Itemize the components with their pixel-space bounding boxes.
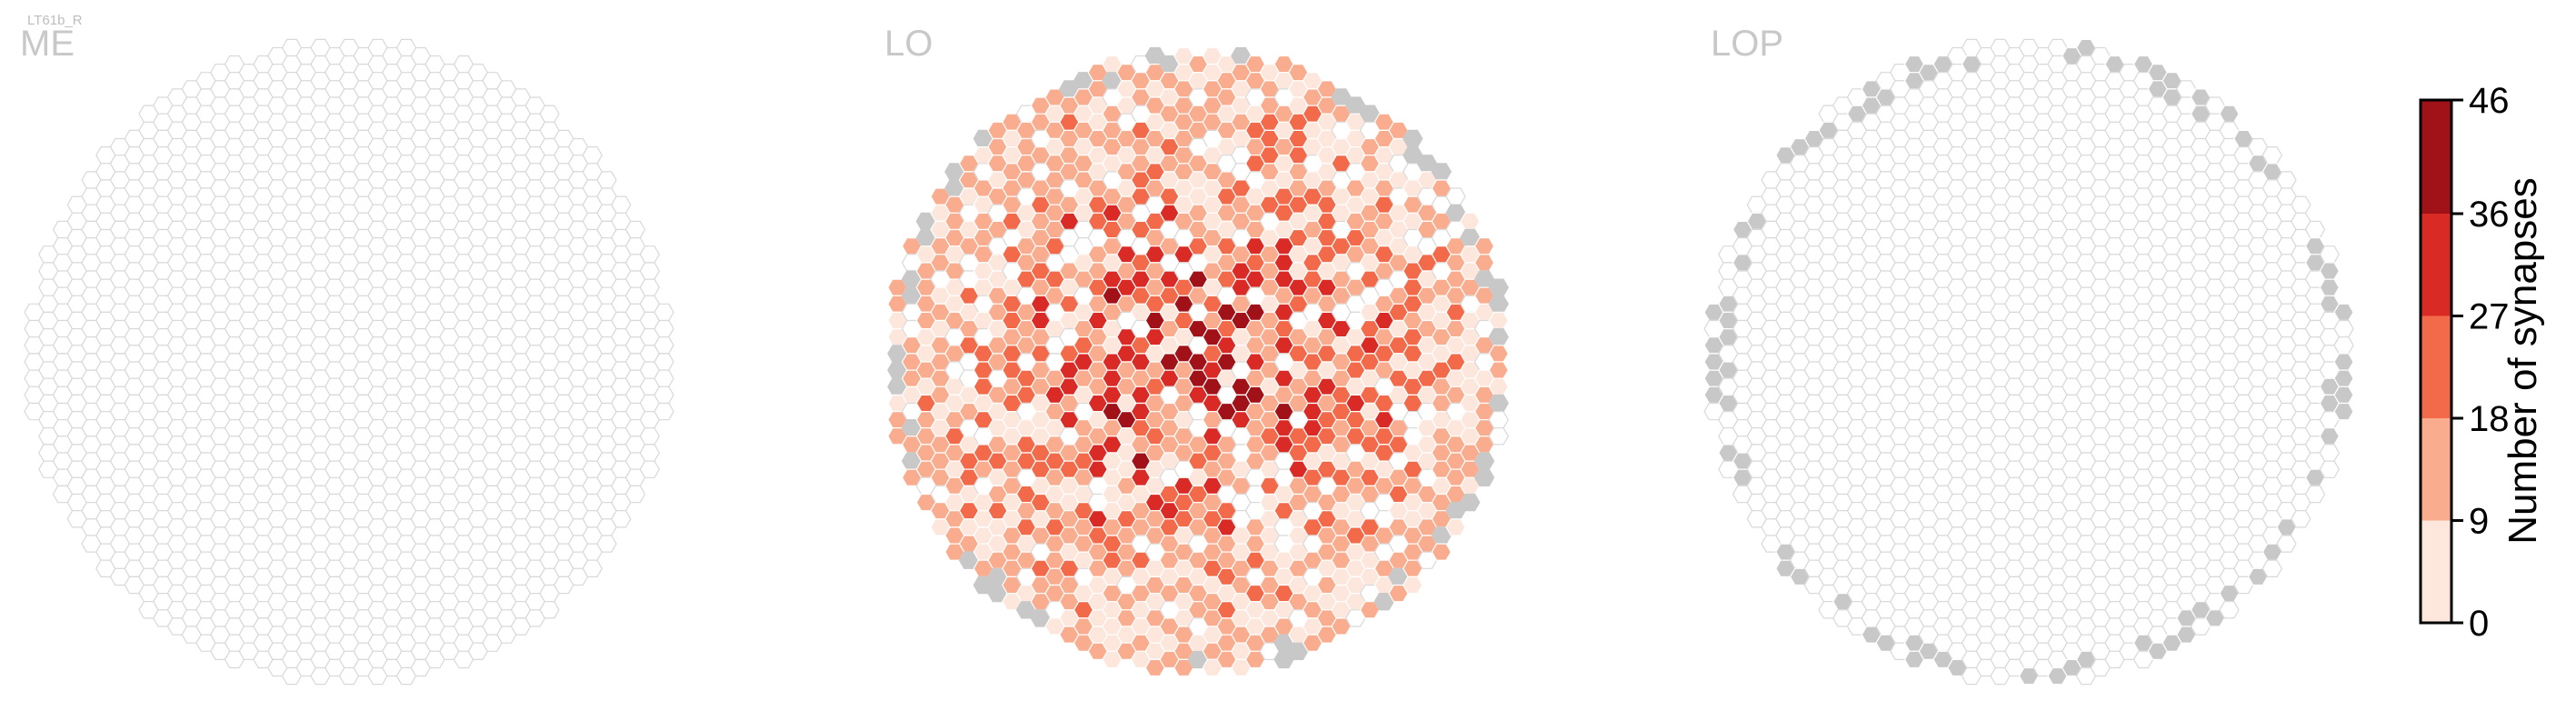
colorbar-bin <box>2421 100 2451 214</box>
colorbar-tick-label: 9 <box>2469 502 2489 542</box>
hex-panel-me <box>24 38 674 686</box>
colorbar-bins <box>2421 100 2451 623</box>
colorbar-label: Number of synapses <box>2501 177 2545 545</box>
colorbar-tick-label: 0 <box>2469 604 2489 644</box>
colorbar-bin <box>2421 418 2451 521</box>
panel-title-lo: LO <box>884 24 934 64</box>
panel-title-me: ME <box>20 24 75 64</box>
panel-title-lop: LOP <box>1711 24 1784 64</box>
cell-type-label: LT61b_R <box>27 13 83 28</box>
colorbar-bin <box>2421 214 2451 316</box>
colorbar-bin <box>2421 520 2451 623</box>
colorbar-tick-label: 46 <box>2469 81 2510 121</box>
colorbar-bin <box>2421 315 2451 418</box>
